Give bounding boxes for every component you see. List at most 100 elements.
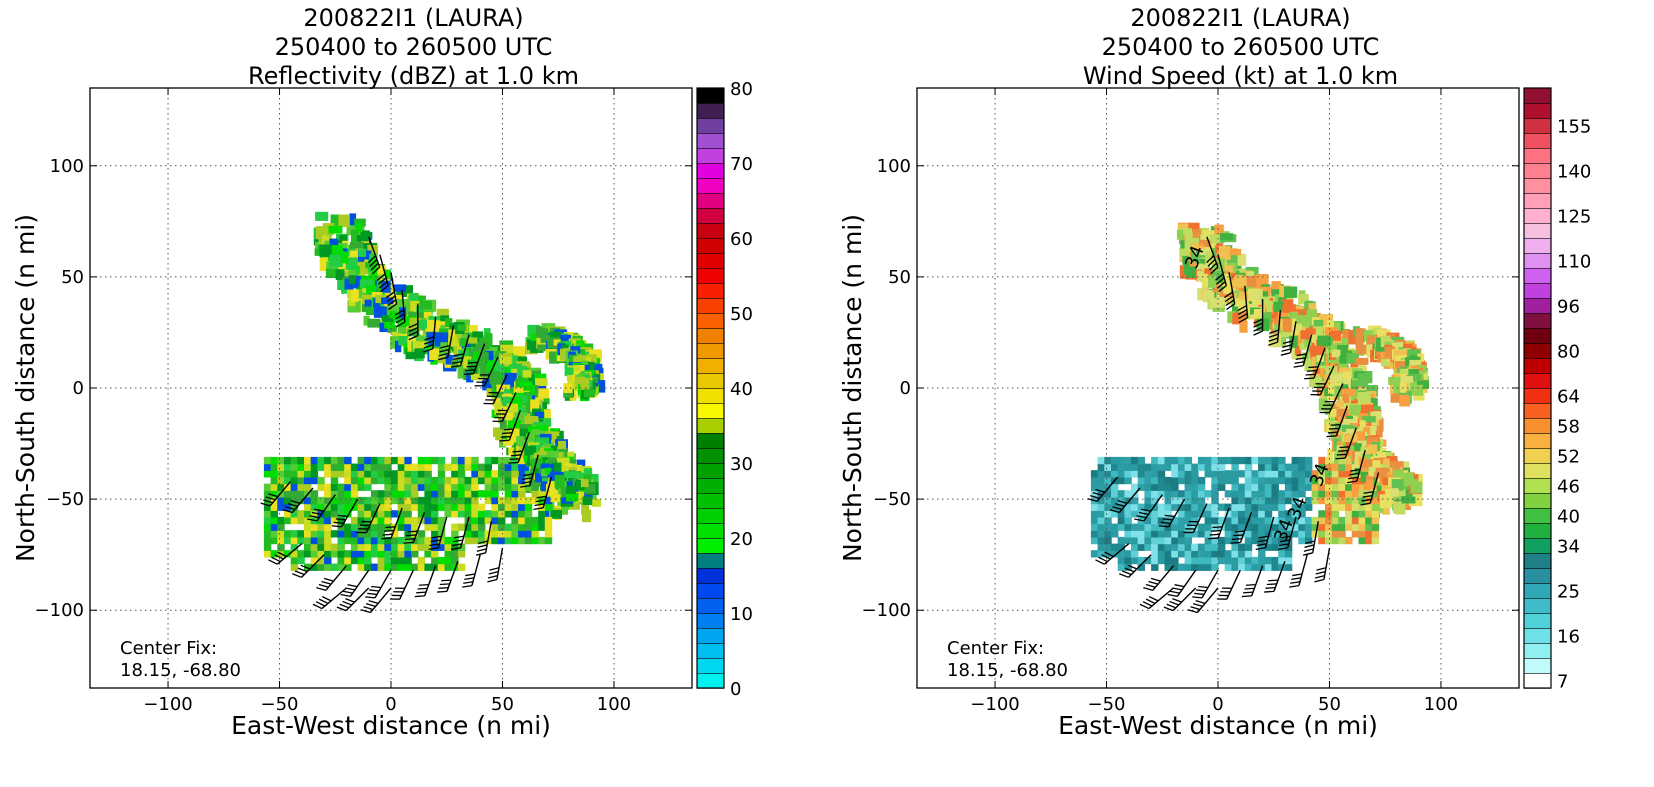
radar-cell xyxy=(1144,463,1152,471)
wind-barb-feather xyxy=(345,587,356,591)
radar-cell xyxy=(504,389,511,398)
radar-cell xyxy=(1311,470,1319,478)
radar-cell xyxy=(377,476,385,485)
radar-cell xyxy=(357,563,365,571)
radar-cell xyxy=(1204,456,1212,465)
radar-cell xyxy=(350,470,359,478)
radar-cell xyxy=(284,530,292,538)
colorbar-frame xyxy=(696,87,725,689)
radar-cell xyxy=(431,503,439,511)
colorbar-tick-label: 20 xyxy=(730,529,753,550)
radar-cell xyxy=(290,476,299,485)
wind-barb-shaft xyxy=(300,554,325,578)
radar-cell xyxy=(310,470,319,478)
radar-cell xyxy=(486,360,496,372)
wind-barb xyxy=(1216,569,1241,600)
wind-barb-feather xyxy=(1255,547,1266,550)
colorbar-swatch xyxy=(696,177,725,194)
radar-cell xyxy=(391,530,399,538)
radar-cell xyxy=(284,490,292,498)
radar-cell xyxy=(377,470,385,478)
radar-cell xyxy=(367,318,381,328)
radar-cell xyxy=(1208,269,1216,281)
radar-cell xyxy=(384,456,392,465)
radar-cell xyxy=(566,492,579,502)
wind-barb-feather xyxy=(1238,313,1248,320)
wind-barb-shaft xyxy=(472,343,486,374)
radar-cell xyxy=(1305,536,1313,545)
wind-barb-feather xyxy=(1241,595,1252,598)
radar-cell xyxy=(335,269,345,280)
radar-cell xyxy=(297,556,305,565)
radar-cell xyxy=(329,238,339,248)
radar-cell xyxy=(1351,530,1360,538)
radar-cell xyxy=(1356,328,1363,342)
radar-cell xyxy=(350,490,359,498)
radar-cell xyxy=(1327,448,1334,460)
radar-cell xyxy=(1345,463,1353,471)
chart-title-line: 200822I1 (LAURA) xyxy=(303,4,524,32)
radar-cell xyxy=(1180,240,1188,249)
radar-cell xyxy=(1351,490,1360,498)
colorbar-swatch xyxy=(1523,312,1552,329)
wind-barb-shaft xyxy=(1328,383,1344,413)
wind-barb-feather xyxy=(476,548,487,552)
wind-barb-feather xyxy=(377,273,386,281)
radar-cell xyxy=(263,523,272,531)
radar-cell xyxy=(405,347,416,360)
radar-cell xyxy=(1297,315,1312,325)
wind-barb-feather xyxy=(1308,366,1319,369)
radar-cell xyxy=(1372,460,1381,469)
radar-cell xyxy=(310,496,319,505)
wind-barb-feather xyxy=(1293,364,1304,368)
radar-cell xyxy=(1197,476,1206,485)
radar-cell xyxy=(1291,463,1299,471)
radar-cell xyxy=(284,536,292,545)
radar-cell xyxy=(1211,463,1219,471)
y-tick-label: 0 xyxy=(73,378,84,399)
radar-cell xyxy=(424,496,432,505)
radar-cell xyxy=(1184,563,1192,571)
radar-cell xyxy=(484,463,492,471)
radar-cell xyxy=(1284,516,1293,525)
radar-cell xyxy=(518,476,526,485)
radar-cell xyxy=(397,550,406,558)
radar-cell xyxy=(1204,510,1212,518)
radar-cell xyxy=(511,503,519,511)
radar-cell xyxy=(1238,556,1246,565)
radar-cell xyxy=(310,523,319,531)
radar-cell xyxy=(1177,228,1192,236)
wind-barb-feather xyxy=(1101,554,1111,560)
wind-barb-feather xyxy=(1313,386,1324,389)
radar-cell xyxy=(419,300,432,310)
radar-cell xyxy=(541,468,548,477)
radar-cell xyxy=(1239,291,1249,300)
wind-barb-feather xyxy=(1306,369,1317,372)
x-axis-label: East-West distance (n mi) xyxy=(231,711,551,740)
wind-barb-shaft xyxy=(368,236,381,268)
radar-cell xyxy=(1191,496,1199,505)
x-tick-label: 0 xyxy=(385,694,396,715)
wind-barb-feather xyxy=(452,539,463,543)
radar-cell xyxy=(1219,233,1234,241)
radar-cell xyxy=(357,483,365,491)
wind-barb-feather xyxy=(1295,357,1306,361)
radar-cell xyxy=(484,483,492,491)
radar-cell xyxy=(1171,556,1179,565)
wind-barb-feather xyxy=(1119,573,1129,578)
wind-barb-feather xyxy=(408,331,419,337)
radar-cell xyxy=(1264,523,1273,531)
radar-cell xyxy=(377,536,385,545)
radar-cell xyxy=(1232,312,1245,325)
chart-title-line: 250400 to 260500 UTC xyxy=(274,33,553,61)
wind-barb xyxy=(1304,347,1326,380)
radar-cell xyxy=(310,510,319,518)
radar-cell xyxy=(330,490,339,498)
wind-barb-feather xyxy=(477,544,488,548)
wind-barb xyxy=(1277,516,1297,550)
radar-cell xyxy=(304,470,312,478)
chart-title-line: Reflectivity (dBZ) at 1.0 km xyxy=(248,62,579,90)
radar-cell xyxy=(471,523,479,531)
radar-cell xyxy=(317,563,325,571)
radar-cell xyxy=(284,510,292,518)
